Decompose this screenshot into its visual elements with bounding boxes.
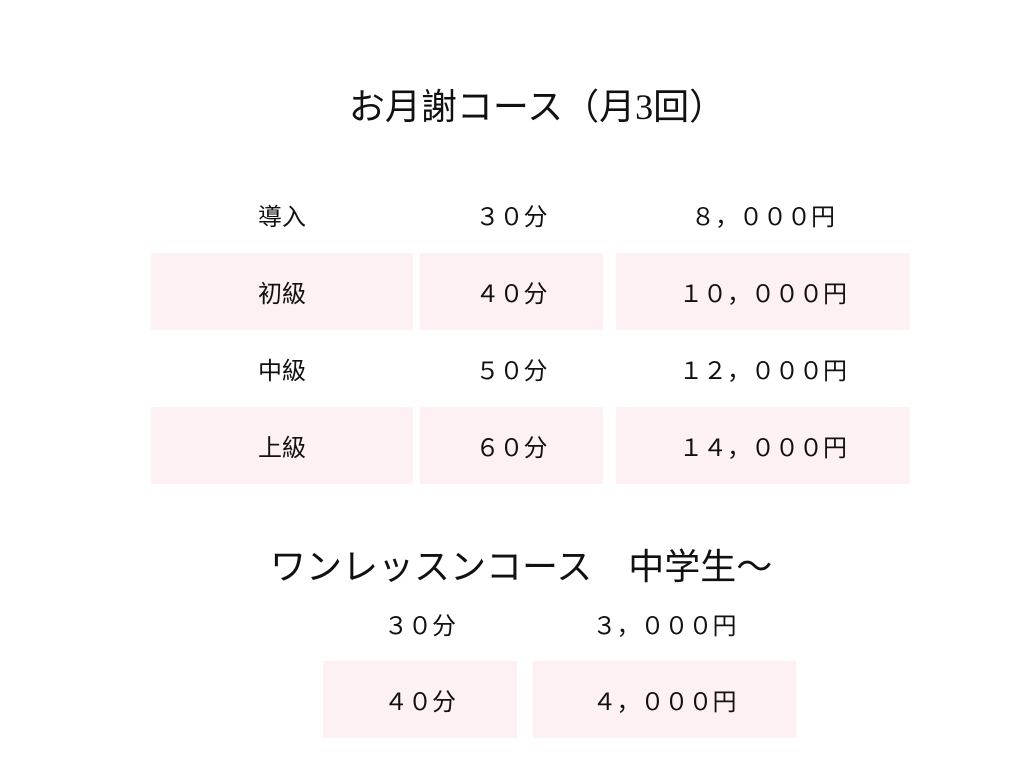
- duration-cell: ５０分: [475, 359, 548, 385]
- level-cell: 初級: [151, 253, 413, 330]
- duration-cell: ６０分: [420, 407, 603, 484]
- price-cell: １０，０００円: [616, 253, 910, 330]
- level-cell: 導入: [258, 205, 306, 231]
- price-cell: １４，０００円: [616, 407, 910, 484]
- duration-cell: ３０分: [475, 205, 548, 231]
- price-cell: １２，０００円: [679, 359, 847, 385]
- level-cell: 上級: [151, 407, 413, 484]
- price-cell: ８，０００円: [691, 205, 835, 231]
- price-cell: ３，０００円: [592, 613, 737, 640]
- duration-cell: ４０分: [420, 253, 603, 330]
- monthly-course-title: お月謝コース（月3回）: [348, 87, 726, 127]
- single-lesson-title: ワンレッスンコース 中学生〜: [270, 547, 773, 587]
- duration-cell: ４０分: [323, 661, 517, 738]
- price-cell: ４，０００円: [533, 661, 796, 738]
- duration-cell: ３０分: [384, 613, 456, 640]
- level-cell: 中級: [258, 359, 306, 385]
